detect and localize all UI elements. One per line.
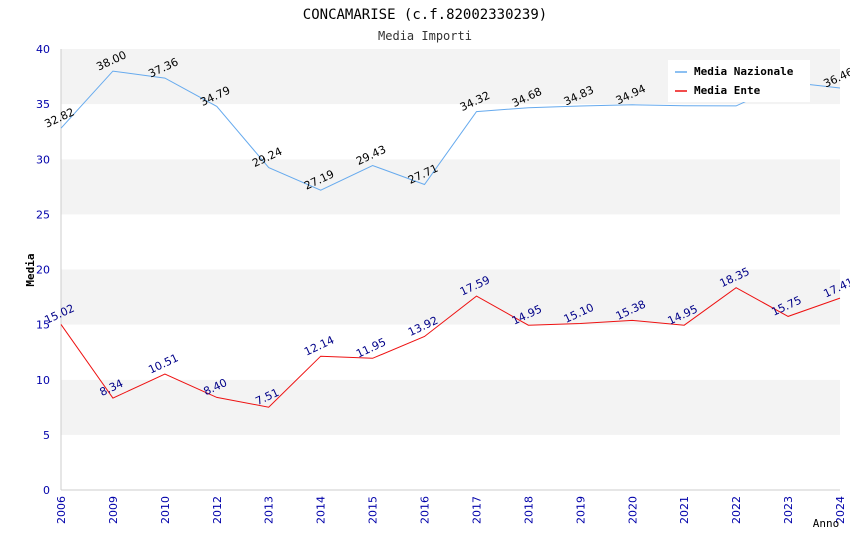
x-tick-label: 2012 <box>211 496 224 524</box>
grid-band <box>61 324 840 380</box>
legend-label-media-ente: Media Ente <box>694 84 761 97</box>
y-tick-label: 40 <box>36 43 50 56</box>
y-axis-title: Media <box>24 253 37 286</box>
x-axis-title: Anno <box>813 517 840 530</box>
x-tick-label: 2010 <box>159 496 172 524</box>
chart-subtitle: Media Importi <box>378 29 472 43</box>
axes: 0 5 10 15 20 25 30 35 40 2006 2009 2010 2012 2013 2014… <box>36 43 847 524</box>
grid-band <box>61 434 840 490</box>
x-tick-label: 2020 <box>626 496 639 524</box>
x-tick-label: 2018 <box>522 496 535 524</box>
grid-band <box>61 379 840 435</box>
legend-label-media-nazionale: Media Nazionale <box>694 65 794 78</box>
legend: Media Nazionale Media Ente <box>668 60 810 102</box>
x-tick-label: 2019 <box>574 496 587 524</box>
x-tick-label: 2013 <box>263 496 276 524</box>
y-tick-label: 15 <box>36 319 50 332</box>
x-tick-label: 2015 <box>367 496 380 524</box>
legend-box <box>668 60 810 102</box>
x-tick-label: 2009 <box>107 496 120 524</box>
x-tick-label: 2016 <box>419 496 432 524</box>
y-tick-label: 25 <box>36 208 50 221</box>
grid-band <box>61 104 840 160</box>
chart-title: CONCAMARISE (c.f.82002330239) <box>303 7 547 23</box>
x-tick-label: 2014 <box>315 496 328 524</box>
series-line-media-ente <box>60 287 841 408</box>
x-tick-label: 2022 <box>730 496 743 524</box>
grid-bands <box>61 49 840 490</box>
x-tick-label: 2017 <box>470 496 483 524</box>
grid-band <box>61 269 840 325</box>
grid-band <box>61 214 840 270</box>
y-tick-label: 30 <box>36 153 50 166</box>
y-tick-label: 20 <box>36 264 50 277</box>
series-line-media-nazionale <box>60 70 841 191</box>
y-tick-label: 35 <box>36 98 50 111</box>
series-lines <box>60 70 841 408</box>
x-tick-label: 2006 <box>55 496 68 524</box>
x-tick-label: 2023 <box>782 496 795 524</box>
y-tick-label: 5 <box>43 429 50 442</box>
y-tick-label: 0 <box>43 484 50 497</box>
grid-band <box>61 159 840 215</box>
x-tick-label: 2024 <box>834 496 847 524</box>
x-tick-label: 2021 <box>678 496 691 524</box>
y-tick-label: 10 <box>36 374 50 387</box>
